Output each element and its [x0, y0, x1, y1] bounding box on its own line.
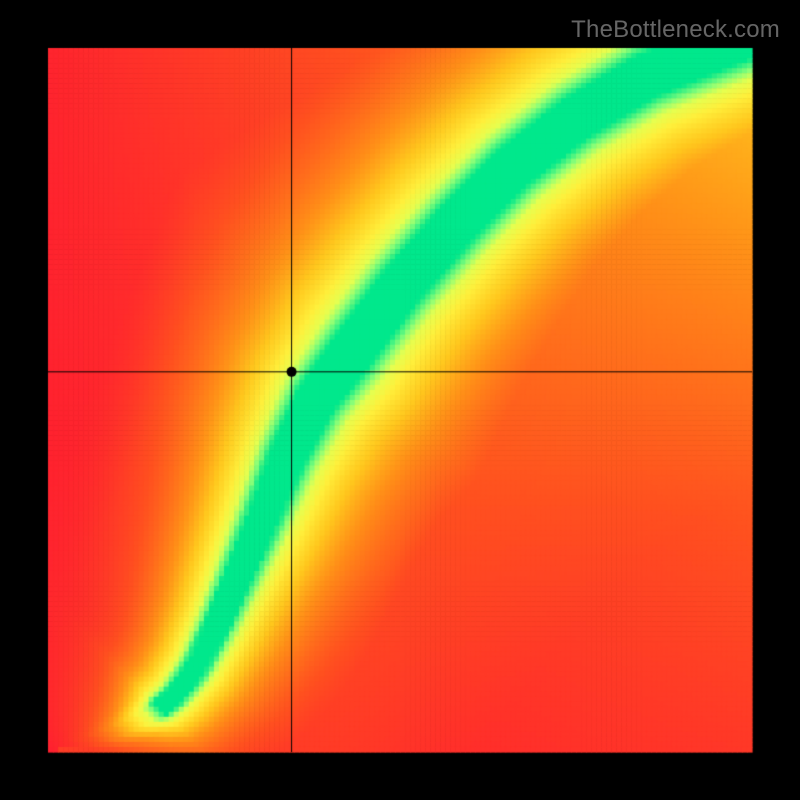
chart-container: { "chart": { "type": "heatmap", "canvas"… [0, 0, 800, 800]
bottleneck-heatmap [0, 0, 800, 800]
watermark-text: TheBottleneck.com [571, 16, 780, 44]
